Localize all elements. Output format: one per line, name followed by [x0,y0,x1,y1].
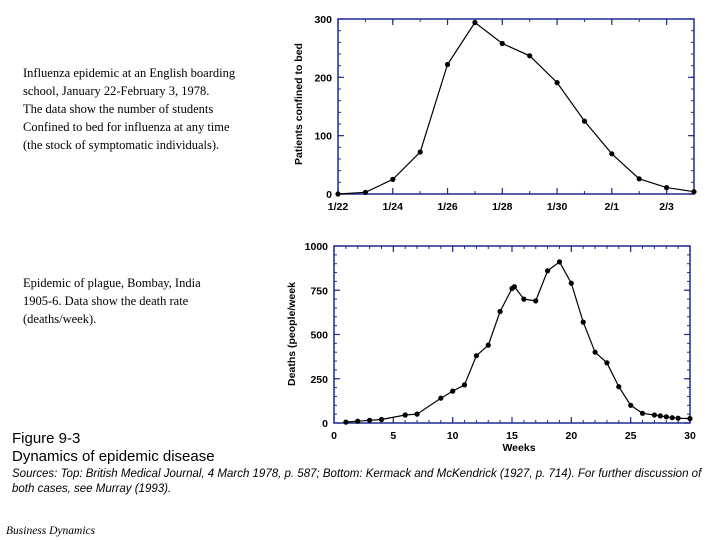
plague-x-tick-label: 5 [390,430,396,442]
influenza-data-point [472,19,478,26]
plague-data-point [657,413,663,419]
plague-y-tick-label: 750 [310,285,328,297]
plague-data-point [651,412,658,418]
figure-title: Figure 9-3 Dynamics of epidemic disease [12,430,215,465]
influenza-data-point [499,40,505,47]
plague-x-tick-label: 30 [684,430,696,442]
plague-data-point [628,402,634,408]
plague-chart: 0 5 10 15 20 25 30 0 250 500 750 1000 Deaths (peop… [286,241,696,454]
influenza-data-point [444,61,451,68]
influenza-x-tick-label: 1/22 [328,201,349,213]
plague-y-axis-title: Deaths (people/week [286,282,298,386]
plague-data-point [675,415,681,421]
plague-data-point [511,284,517,290]
plague-data-point [592,349,598,355]
plague-data-point [663,414,669,420]
plague-data-point [568,280,574,286]
influenza-y-tick-label: 0 [326,189,332,201]
influenza-y-tick-label: 200 [314,72,332,84]
plague-data-point [604,360,610,366]
plague-data-point [639,410,646,416]
plague-data-point [669,415,675,421]
plague-data-point [343,419,349,425]
plague-y-tick-label: 1000 [305,241,329,253]
plague-data-point [616,384,622,390]
influenza-x-tick-label: 1/28 [492,201,513,213]
plague-data-point [461,382,468,388]
influenza-data-point [335,191,341,197]
influenza-x-tick-label: 1/30 [547,201,568,213]
influenza-data-point [581,118,588,124]
influenza-y-tick-label: 100 [314,131,332,143]
influenza-x-tick-label: 2/3 [659,201,674,213]
plague-data-point [580,319,586,325]
influenza-x-tick-label: 1/26 [437,201,458,213]
influenza-data-point [664,185,670,191]
plague-data-point [497,308,503,315]
plague-data-point [367,417,373,423]
influenza-data-point [527,53,533,59]
plague-data-point [378,416,385,423]
plague-y-tick-label: 0 [322,418,328,430]
footer-label: Business Dynamics [6,525,96,537]
plague-x-tick-label: 0 [331,430,337,442]
plague-description: Epidemic of plague, Bombay, India 1905-6… [23,276,201,326]
plague-chart-frame [333,245,691,424]
influenza-x-tick-label: 1/24 [383,201,404,213]
plague-x-tick-label: 10 [447,430,459,442]
plague-data-point [414,411,420,417]
plague-x-tick-label: 15 [506,430,518,442]
influenza-data-point [691,189,697,195]
plague-data-point [450,388,456,394]
influenza-y-tick-label: 300 [314,14,332,26]
plague-data-point [556,259,563,265]
influenza-data-point [636,176,642,182]
plague-y-tick-label: 500 [310,330,328,342]
plague-data-point [355,418,361,424]
influenza-series-line [337,21,695,195]
influenza-y-axis-title: Patients confined to bed [293,43,305,165]
plague-data-point [402,412,408,418]
influenza-data-point [417,149,423,155]
influenza-x-tick-label: 2/1 [605,201,620,213]
influenza-data-point [390,176,396,182]
plague-y-tick-label: 250 [310,374,328,386]
influenza-data-point [554,80,560,86]
plague-x-tick-label: 25 [625,430,637,442]
influenza-data-point [609,151,615,157]
plague-series-line [345,261,691,423]
plague-data-point [545,268,551,274]
influenza-description: Influenza epidemic at an English boardin… [23,66,236,152]
influenza-chart: 1/22 1/24 1/26 1/28 1/30 2/1 2/3 0 100 200 300 Pa… [293,14,697,213]
figure-sources: Sources: Top: British Medical Journal, 4… [12,468,702,495]
plague-x-axis-title: Weeks [502,442,535,454]
plague-data-point [687,416,693,422]
influenza-data-point [362,189,368,195]
influenza-chart-frame [337,18,695,195]
plague-data-point [533,298,539,304]
plague-data-point [485,342,491,348]
plague-data-point [473,353,479,359]
plague-data-point [521,296,527,302]
plague-x-tick-label: 20 [565,430,577,442]
plague-data-point [438,395,444,401]
